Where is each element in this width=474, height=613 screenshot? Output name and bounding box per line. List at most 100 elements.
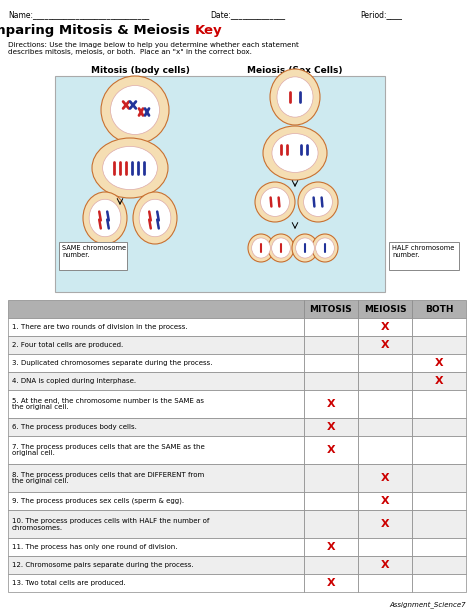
Text: 8. The process produces cells that are DIFFERENT from
the original cell.: 8. The process produces cells that are D…	[12, 471, 204, 484]
Text: X: X	[327, 578, 335, 588]
Bar	[8, 418, 304, 436]
Bar	[358, 464, 412, 492]
Ellipse shape	[255, 182, 295, 222]
Ellipse shape	[110, 86, 159, 134]
Bar	[412, 538, 466, 556]
Bar	[59, 242, 127, 270]
Bar	[412, 574, 466, 592]
Text: Key: Key	[195, 24, 223, 37]
Bar	[412, 300, 466, 318]
Bar	[389, 242, 459, 270]
Text: 7. The process produces cells that are the SAME as the
original cell.: 7. The process produces cells that are t…	[12, 443, 205, 457]
Text: 2. Four total cells are produced.: 2. Four total cells are produced.	[12, 342, 123, 348]
Text: Directions: Use the image below to help you determine whether each statement
des: Directions: Use the image below to help …	[8, 42, 299, 55]
Bar	[8, 354, 304, 372]
Bar	[412, 372, 466, 390]
Text: X: X	[381, 473, 389, 483]
Bar	[358, 318, 412, 336]
Bar	[358, 336, 412, 354]
Text: X: X	[381, 322, 389, 332]
Ellipse shape	[103, 147, 157, 189]
Text: Date:______________: Date:______________	[210, 10, 285, 19]
Bar	[412, 510, 466, 538]
Bar	[358, 436, 412, 464]
Text: X: X	[381, 519, 389, 529]
Text: X: X	[381, 560, 389, 570]
Text: X: X	[381, 496, 389, 506]
Ellipse shape	[139, 199, 171, 237]
Bar	[412, 492, 466, 510]
Bar	[8, 318, 304, 336]
Bar	[55, 76, 385, 292]
Text: Mitosis (body cells): Mitosis (body cells)	[91, 66, 190, 75]
Ellipse shape	[268, 234, 294, 262]
Text: HALF chromosome
number.: HALF chromosome number.	[392, 245, 455, 258]
Bar	[8, 556, 304, 574]
Bar	[304, 354, 358, 372]
Bar	[358, 556, 412, 574]
Text: 9. The process produces sex cells (sperm & egg).: 9. The process produces sex cells (sperm…	[12, 498, 184, 504]
Text: 12. Chromosome pairs separate during the process.: 12. Chromosome pairs separate during the…	[12, 562, 193, 568]
Text: X: X	[381, 340, 389, 350]
Ellipse shape	[248, 234, 274, 262]
Text: Meiosis (Sex Cells): Meiosis (Sex Cells)	[247, 66, 343, 75]
Bar	[358, 574, 412, 592]
Bar	[304, 556, 358, 574]
Text: X: X	[327, 399, 335, 409]
Bar	[412, 354, 466, 372]
Bar	[304, 492, 358, 510]
Bar	[304, 464, 358, 492]
Ellipse shape	[304, 188, 332, 216]
Ellipse shape	[263, 126, 327, 180]
Ellipse shape	[92, 138, 168, 198]
Ellipse shape	[272, 238, 291, 258]
Bar	[304, 418, 358, 436]
Ellipse shape	[101, 76, 169, 144]
Text: MITOSIS: MITOSIS	[310, 305, 352, 313]
Text: 4. DNA is copied during interphase.: 4. DNA is copied during interphase.	[12, 378, 136, 384]
Bar	[8, 492, 304, 510]
Text: Period:____: Period:____	[360, 10, 402, 19]
Bar	[412, 436, 466, 464]
Ellipse shape	[83, 192, 127, 244]
Bar	[412, 418, 466, 436]
Ellipse shape	[316, 238, 334, 258]
Bar	[8, 574, 304, 592]
Bar	[412, 390, 466, 418]
Bar	[358, 372, 412, 390]
Text: 10. The process produces cells with HALF the number of
chromosomes.: 10. The process produces cells with HALF…	[12, 517, 210, 530]
Ellipse shape	[298, 182, 338, 222]
Ellipse shape	[133, 192, 177, 244]
Text: X: X	[435, 358, 443, 368]
Bar	[304, 300, 358, 318]
Bar	[304, 318, 358, 336]
Text: 5. At the end, the chromosome number is the SAME as
the original cell.: 5. At the end, the chromosome number is …	[12, 397, 204, 411]
Bar	[358, 390, 412, 418]
Bar	[358, 492, 412, 510]
Ellipse shape	[292, 234, 318, 262]
Bar	[8, 510, 304, 538]
Bar	[412, 464, 466, 492]
Ellipse shape	[252, 238, 270, 258]
Ellipse shape	[270, 69, 320, 125]
Text: X: X	[327, 542, 335, 552]
Text: X: X	[435, 376, 443, 386]
Text: 3. Duplicated chromosomes separate during the process.: 3. Duplicated chromosomes separate durin…	[12, 360, 212, 366]
Text: MEIOSIS: MEIOSIS	[364, 305, 406, 313]
Bar	[304, 436, 358, 464]
Ellipse shape	[312, 234, 338, 262]
Bar	[8, 538, 304, 556]
Bar	[358, 418, 412, 436]
Bar	[412, 336, 466, 354]
Bar	[8, 464, 304, 492]
Bar	[304, 390, 358, 418]
Text: 6. The process produces body cells.: 6. The process produces body cells.	[12, 424, 137, 430]
Ellipse shape	[296, 238, 314, 258]
Text: Assignment_Science7: Assignment_Science7	[389, 601, 466, 608]
Text: 1. There are two rounds of division in the process.: 1. There are two rounds of division in t…	[12, 324, 188, 330]
Text: 11. The process has only one round of division.: 11. The process has only one round of di…	[12, 544, 177, 550]
Bar	[304, 336, 358, 354]
Text: X: X	[327, 445, 335, 455]
Text: X: X	[327, 422, 335, 432]
Bar	[8, 300, 304, 318]
